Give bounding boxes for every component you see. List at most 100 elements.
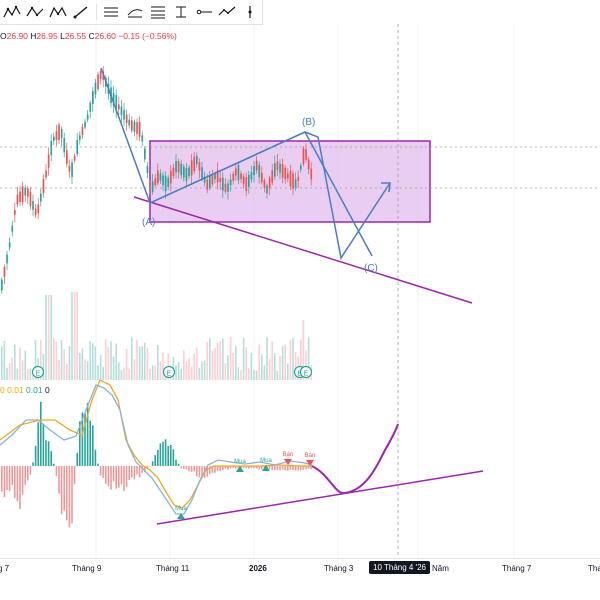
volume-bar: [19, 347, 21, 380]
abcd-pattern-icon[interactable]: [1, 2, 22, 22]
sell-signal[interactable]: Bán: [283, 452, 294, 465]
fib-channel-icon[interactable]: [124, 2, 145, 22]
volume-bar: [11, 357, 13, 380]
abc-wave-b-leg[interactable]: [149, 131, 306, 204]
svg-text:E: E: [167, 371, 172, 378]
sell-signal[interactable]: Bán: [305, 453, 316, 466]
histogram-bar: [89, 420, 91, 466]
abc-pattern-icon[interactable]: [24, 2, 45, 22]
histogram-bar: [92, 425, 94, 466]
histogram-bar: [305, 466, 307, 470]
xabcd-pattern-icon[interactable]: [47, 2, 68, 22]
histogram-bar: [3, 466, 6, 498]
volume-bar: [196, 347, 198, 380]
volume-bar: [240, 370, 242, 380]
histogram-bar: [167, 446, 169, 466]
histogram-bar: [279, 466, 281, 471]
histogram-bar: [216, 466, 219, 471]
earnings-marker[interactable]: E: [162, 365, 176, 379]
candle: [170, 170, 172, 184]
parallel-channel-icon[interactable]: [147, 2, 168, 22]
abc-wave-path[interactable]: [100, 67, 391, 260]
histogram-bar: [6, 466, 8, 491]
candle: [146, 166, 149, 174]
volume-bar: [261, 354, 263, 380]
histogram-bar: [235, 466, 237, 469]
candle: [149, 183, 151, 188]
candle: [180, 163, 183, 176]
abc-wave-c-leg[interactable]: [304, 131, 373, 257]
histogram-bar: [229, 466, 232, 469]
vertical-divider-icon[interactable]: [240, 2, 261, 22]
vertical-line-icon[interactable]: [170, 2, 191, 22]
candle: [112, 92, 115, 106]
volume-bar: [55, 341, 58, 380]
candle: [157, 170, 159, 184]
histogram-bar: [107, 466, 110, 487]
buy-signal[interactable]: Mua: [175, 506, 187, 519]
brush-icon[interactable]: [71, 2, 92, 22]
volume-bar: [190, 366, 193, 380]
histogram-bar: [118, 466, 120, 488]
volume-bar: [300, 339, 302, 380]
fib-retracement-icon[interactable]: [101, 2, 122, 22]
volume-bar: [133, 359, 136, 380]
candle: [133, 121, 136, 132]
histogram-bar: [71, 466, 73, 524]
histogram-bar: [287, 466, 289, 471]
wave-label-c: (C): [364, 263, 378, 274]
price-trend-line[interactable]: [133, 196, 473, 304]
candle: [281, 164, 284, 178]
volume-bar: [123, 367, 125, 380]
volume-bar: [81, 348, 84, 380]
volume-bar: [253, 370, 255, 380]
bottom-strip: [0, 578, 600, 600]
volume-bar: [175, 365, 177, 380]
volume-bar: [120, 370, 123, 380]
candle: [19, 191, 21, 203]
candle: [300, 165, 302, 170]
price-chart[interactable]: (A) (B) (C) E E E E Mua Mua Mua Bán Bán: [0, 0, 600, 558]
earnings-marker[interactable]: E: [299, 365, 313, 379]
horizontal-ray-icon[interactable]: [193, 2, 214, 22]
candle: [29, 191, 32, 207]
candle: [271, 170, 274, 183]
volume-bar: [86, 361, 89, 380]
buy-signal[interactable]: Mua: [234, 459, 246, 472]
oscillator-projection-curve[interactable]: [311, 423, 399, 495]
histogram-bar: [131, 466, 133, 478]
candle: [193, 156, 196, 172]
volume-bar: [216, 342, 219, 380]
histogram-bar: [1, 466, 3, 492]
candle: [21, 186, 24, 203]
volume-bar: [1, 346, 3, 380]
candle: [71, 162, 73, 177]
candle: [3, 266, 6, 278]
histogram-bar: [183, 466, 185, 470]
candle: [196, 155, 198, 165]
volume-bar: [84, 359, 86, 380]
volume-bar: [102, 366, 104, 380]
volume-bar: [110, 341, 112, 380]
histogram-bar: [81, 412, 84, 466]
time-axis[interactable]: g 7 Tháng 9 Tháng 11 2026 Tháng 3 Năm Th…: [0, 558, 600, 579]
histogram-bar: [281, 466, 284, 470]
candle: [63, 138, 66, 153]
histogram-bar: [250, 466, 253, 469]
path-icon[interactable]: [217, 2, 238, 22]
earnings-marker[interactable]: E: [31, 365, 45, 379]
candle: [206, 179, 209, 190]
histogram-bar: [66, 466, 68, 521]
histogram-bar: [115, 466, 117, 489]
oscillator-trend-line[interactable]: [156, 470, 484, 525]
candle: [183, 166, 185, 178]
volume-bar: [185, 361, 188, 380]
histogram-bar: [193, 466, 195, 472]
volume-bar: [6, 367, 8, 380]
histogram-bar: [198, 466, 201, 478]
buy-signal[interactable]: Mua: [260, 458, 272, 471]
volume-bar: [154, 365, 156, 380]
histogram-bar: [8, 466, 11, 492]
histogram-bar: [185, 466, 188, 470]
histogram-bar: [172, 449, 175, 466]
